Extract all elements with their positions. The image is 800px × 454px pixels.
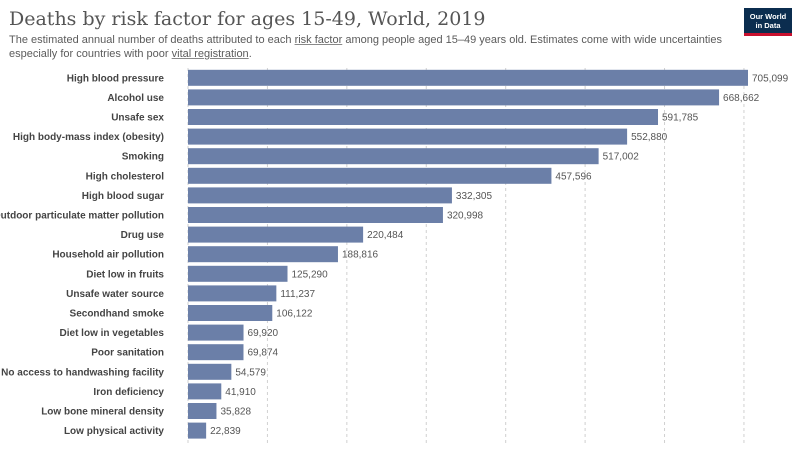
value-label: 220,484 bbox=[367, 230, 404, 241]
category-label: Poor sanitation bbox=[91, 348, 164, 359]
category-label: Drug use bbox=[121, 230, 165, 241]
bar[interactable] bbox=[188, 344, 244, 361]
value-label: 517,002 bbox=[603, 152, 640, 163]
category-label: Low physical activity bbox=[64, 426, 164, 437]
value-label: 457,596 bbox=[555, 171, 592, 182]
value-label: 188,816 bbox=[342, 250, 379, 261]
subtitle-text: among people aged 15–49 years old. Estim… bbox=[9, 34, 722, 60]
value-label: 705,099 bbox=[752, 73, 789, 84]
bar[interactable] bbox=[188, 128, 628, 145]
category-label: High blood pressure bbox=[67, 73, 165, 84]
subtitle-text: . bbox=[248, 48, 252, 60]
value-label: 41,910 bbox=[225, 387, 256, 398]
bar[interactable] bbox=[188, 285, 277, 302]
owid-logo[interactable]: Our World in Data bbox=[744, 8, 792, 36]
category-label: No access to handwashing facility bbox=[1, 367, 164, 378]
value-label: 320,998 bbox=[447, 211, 484, 222]
category-label: Unsafe water source bbox=[66, 289, 164, 300]
bar[interactable] bbox=[188, 363, 232, 380]
bar[interactable] bbox=[188, 246, 338, 263]
bar[interactable] bbox=[188, 109, 659, 125]
category-label: Diet low in fruits bbox=[86, 269, 164, 280]
category-label: Secondhand smoke bbox=[70, 309, 165, 320]
bar[interactable] bbox=[188, 207, 443, 223]
subtitle-link[interactable]: risk factor bbox=[294, 34, 343, 46]
bar[interactable] bbox=[188, 226, 364, 243]
bar[interactable] bbox=[188, 89, 720, 106]
value-label: 332,305 bbox=[456, 191, 493, 202]
chart-title: Deaths by risk factor for ages 15-49, Wo… bbox=[9, 8, 486, 30]
value-label: 106,122 bbox=[276, 309, 313, 320]
value-label: 125,290 bbox=[292, 269, 329, 280]
bar[interactable] bbox=[188, 148, 599, 165]
bar[interactable] bbox=[188, 167, 552, 184]
category-label: Outdoor particulate matter pollution bbox=[0, 211, 164, 222]
bar[interactable] bbox=[188, 187, 452, 204]
category-label: Diet low in vegetables bbox=[60, 328, 165, 339]
category-label: High cholesterol bbox=[86, 171, 165, 182]
bar[interactable] bbox=[188, 403, 217, 419]
value-label: 69,920 bbox=[248, 328, 279, 339]
value-label: 668,662 bbox=[723, 93, 760, 104]
bar[interactable] bbox=[188, 305, 273, 321]
value-label: 591,785 bbox=[662, 113, 699, 124]
category-label: High blood sugar bbox=[82, 191, 164, 202]
bar[interactable] bbox=[188, 265, 288, 282]
subtitle-text: The estimated annual number of deaths at… bbox=[9, 34, 295, 46]
logo-line-1: Our World bbox=[749, 12, 787, 21]
bar[interactable] bbox=[188, 69, 748, 86]
bar[interactable] bbox=[188, 383, 222, 400]
category-label: Low bone mineral density bbox=[41, 407, 164, 418]
category-label: Iron deficiency bbox=[93, 387, 164, 398]
value-label: 69,874 bbox=[247, 348, 278, 359]
bar[interactable] bbox=[188, 422, 207, 439]
category-label: Alcohol use bbox=[107, 93, 164, 104]
value-label: 35,828 bbox=[220, 407, 251, 418]
bar[interactable] bbox=[188, 324, 244, 341]
category-label: Unsafe sex bbox=[111, 113, 164, 124]
chart-subtitle: The estimated annual number of deaths at… bbox=[9, 33, 724, 61]
value-label: 111,237 bbox=[280, 289, 315, 300]
category-label: Smoking bbox=[122, 152, 164, 163]
category-label: High body-mass index (obesity) bbox=[13, 132, 164, 143]
value-label: 552,880 bbox=[631, 132, 668, 143]
category-label: Household air pollution bbox=[52, 250, 164, 261]
subtitle-link[interactable]: vital registration bbox=[171, 48, 249, 60]
value-label: 54,579 bbox=[235, 367, 266, 378]
value-label: 22,839 bbox=[210, 426, 241, 437]
logo-line-2: in Data bbox=[755, 21, 781, 30]
